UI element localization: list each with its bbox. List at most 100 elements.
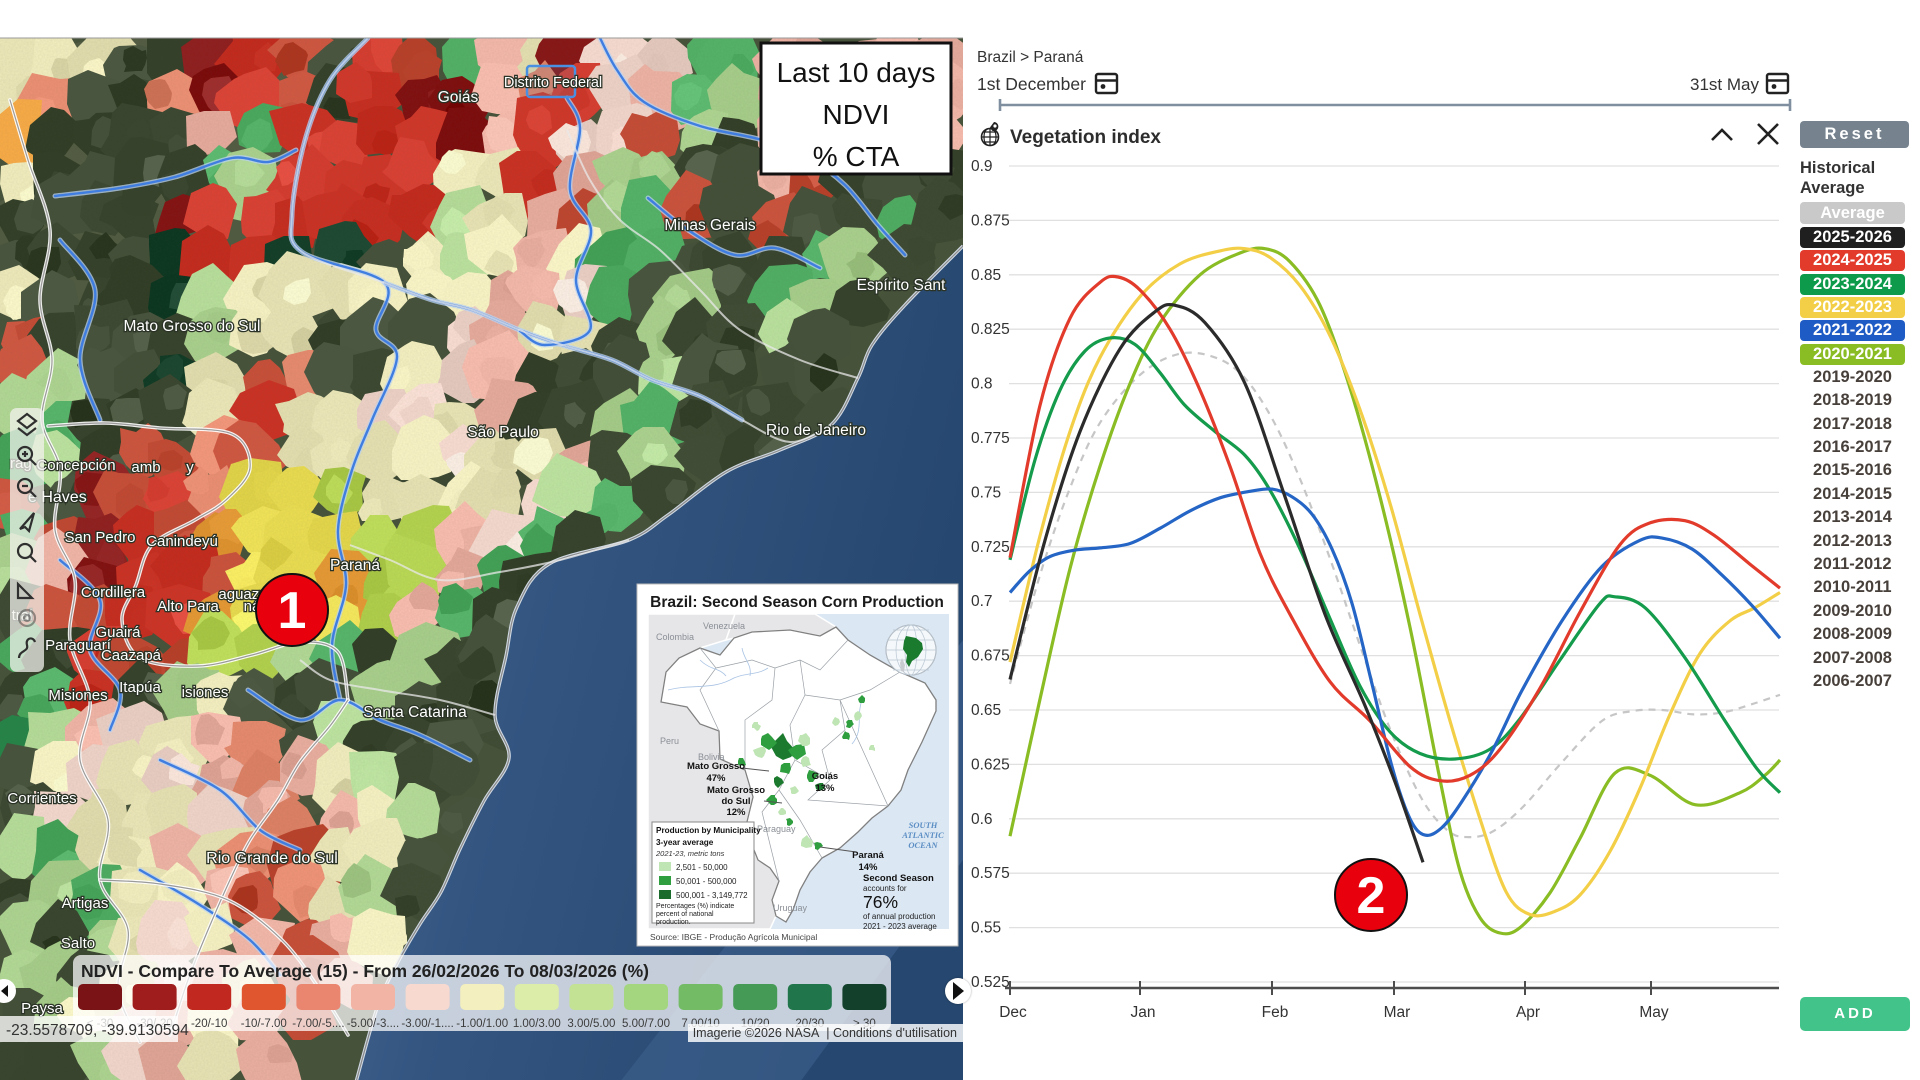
svg-text:2021-23, metric tons: 2021-23, metric tons [655,849,725,858]
svg-text:of annual production: of annual production [863,912,936,921]
svg-text:do Sul: do Sul [721,796,750,807]
svg-text:Feb: Feb [1262,1004,1289,1021]
svg-text:14%: 14% [858,862,878,873]
svg-text:SOUTH: SOUTH [909,820,938,830]
svg-text:Artigas: Artigas [62,895,109,912]
svg-text:Venezuela: Venezuela [703,621,745,631]
svg-text:isiones: isiones [182,684,229,701]
svg-text:Cordillera: Cordillera [81,584,146,601]
svg-text:Bolivia: Bolivia [698,752,725,762]
svg-text:Espírito Sant: Espírito Sant [857,277,946,294]
svg-text:Itapúa: Itapúa [119,679,161,696]
svg-text:Vegetation index: Vegetation index [1010,127,1161,148]
svg-text:47%: 47% [706,773,726,784]
svg-text:0.525: 0.525 [971,974,1010,991]
svg-text:Apr: Apr [1516,1004,1540,1021]
svg-text:-7.00/-5....: -7.00/-5.... [292,1018,344,1030]
svg-text:1st December: 1st December [977,74,1086,94]
svg-text:Mato Grosso do Sul: Mato Grosso do Sul [124,318,261,335]
svg-text:aguazú: aguazú [218,586,267,603]
svg-text:Goiás: Goiás [438,89,479,106]
svg-text:Mato Grosso: Mato Grosso [707,785,765,796]
svg-text:accounts for: accounts for [863,884,907,893]
svg-text:0.725: 0.725 [971,539,1010,556]
svg-text:31st May: 31st May [1690,75,1759,94]
svg-text:13%: 13% [815,783,835,794]
svg-text:Peru: Peru [660,736,679,746]
svg-text:San Pedro: San Pedro [65,529,136,546]
svg-text:Goiás: Goiás [812,771,838,782]
svg-text:0.55: 0.55 [971,920,1001,937]
svg-text:Source: IBGE - Produção Agríco: Source: IBGE - Produção Agrícola Municip… [650,932,817,942]
svg-text:0.675: 0.675 [971,648,1010,665]
svg-text:Mar: Mar [1384,1004,1411,1021]
svg-text:% CTA: % CTA [813,141,900,172]
svg-text:12%: 12% [726,807,746,818]
svg-text:2021 - 2023 average: 2021 - 2023 average [863,922,937,931]
svg-text:Imagerie ©2026 NASA | Conditi: Imagerie ©2026 NASA | Conditions d'utili… [693,1026,957,1040]
svg-text:500,001 - 3,149,772: 500,001 - 3,149,772 [676,891,748,900]
svg-text:0.8: 0.8 [971,376,993,393]
svg-text:-5.00/-3....: -5.00/-3.... [347,1018,399,1030]
svg-text:0.875: 0.875 [971,212,1010,229]
svg-text:May: May [1639,1004,1669,1021]
svg-text:76%: 76% [863,892,898,912]
svg-text:Paraguarí: Paraguarí [45,637,112,654]
svg-text:0.575: 0.575 [971,865,1010,882]
svg-text:-3.00/-1....: -3.00/-1.... [401,1018,453,1030]
svg-text:0.825: 0.825 [971,321,1010,338]
svg-text:Concepción: Concepción [36,457,115,474]
svg-text:Minas Gerais: Minas Gerais [664,217,756,234]
svg-text:amb: amb [131,459,160,476]
svg-text:Caazapá: Caazapá [101,647,162,664]
svg-text:Second Season: Second Season [863,873,934,884]
svg-text:Brazil: Second Season Corn Pro: Brazil: Second Season Corn Production [650,594,944,611]
svg-text:0.6: 0.6 [971,811,993,828]
svg-text:0.7: 0.7 [971,593,993,610]
svg-text:NDVI: NDVI [823,99,890,130]
svg-text:-23.5578709, -39.9130594: -23.5578709, -39.9130594 [6,1022,189,1039]
svg-text:São Paulo: São Paulo [467,424,539,441]
svg-text:y: y [186,459,194,476]
svg-text:-20/-10: -20/-10 [191,1018,227,1030]
svg-text:Paraná: Paraná [330,557,380,574]
svg-text:5.00/7.00: 5.00/7.00 [622,1018,670,1030]
svg-text:Santa Catarina: Santa Catarina [363,704,467,721]
svg-text:0.85: 0.85 [971,267,1001,284]
svg-text:3.00/5.00: 3.00/5.00 [567,1018,615,1030]
svg-text:ATLANTIC: ATLANTIC [901,830,944,840]
svg-text:0.625: 0.625 [971,756,1010,773]
svg-text:Distrito Federal: Distrito Federal [504,75,602,91]
svg-text:Rio de Janeiro: Rio de Janeiro [766,422,866,439]
svg-text:NDVI - Compare To Average (15): NDVI - Compare To Average (15) - From 26… [81,961,649,981]
svg-text:50,001 - 500,000: 50,001 - 500,000 [676,877,737,886]
svg-text:0.775: 0.775 [971,430,1010,447]
svg-text:Production by Municipality: Production by Municipality [656,826,761,835]
svg-text:Percentages (%) indicate: Percentages (%) indicate [656,903,734,910]
svg-text:percent of national: percent of national [656,911,714,918]
svg-text:2,501 - 50,000: 2,501 - 50,000 [676,863,728,872]
svg-text:Alto Para: Alto Para [157,598,219,615]
svg-text:1.00/3.00: 1.00/3.00 [513,1018,561,1030]
svg-text:Rio Grande do Sul: Rio Grande do Sul [206,850,338,867]
svg-text:-1.00/1.00: -1.00/1.00 [456,1018,508,1030]
svg-text:-10/-7.00: -10/-7.00 [241,1018,287,1030]
svg-text:2: 2 [1357,867,1386,925]
svg-text:OCEAN: OCEAN [908,840,938,850]
svg-text:Salto: Salto [61,935,95,952]
svg-text:3-year average: 3-year average [656,838,714,847]
svg-text:Brazil > Paraná: Brazil > Paraná [977,49,1084,66]
svg-text:Colombia: Colombia [656,632,694,642]
svg-text:Jan: Jan [1131,1004,1156,1021]
svg-text:Corrientes: Corrientes [7,790,76,807]
svg-text:Paraná: Paraná [852,850,884,861]
svg-text:Mato Grosso: Mato Grosso [687,761,745,772]
svg-text:Paraguay: Paraguay [757,824,796,834]
svg-text:Canindeyú: Canindeyú [146,533,218,550]
svg-text:0.9: 0.9 [971,158,993,175]
svg-text:Uruguay: Uruguay [773,903,808,913]
svg-text:Paysa: Paysa [21,1000,63,1017]
svg-text:0.65: 0.65 [971,702,1001,719]
svg-text:production.: production. [656,919,691,926]
svg-text:Last 10 days: Last 10 days [777,57,936,88]
